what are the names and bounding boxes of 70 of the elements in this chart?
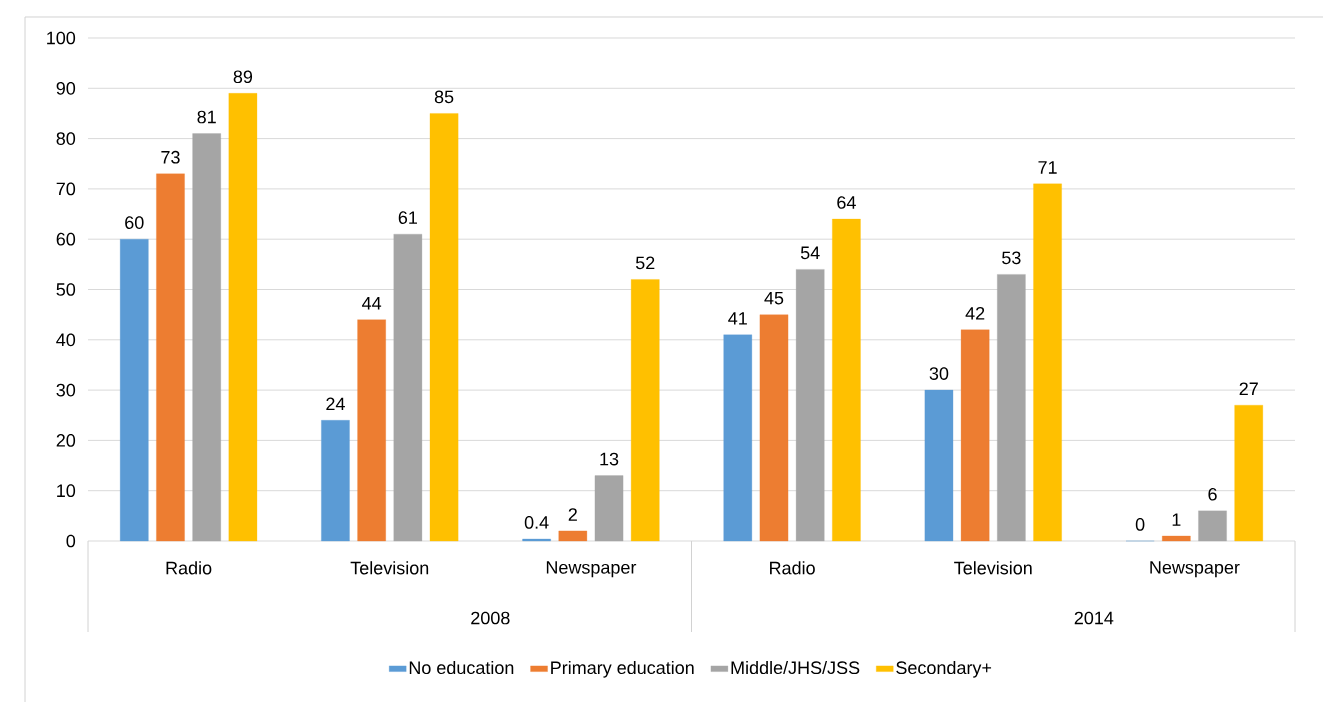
y-tick-label: 20 xyxy=(56,434,76,447)
data-label: 24 xyxy=(326,397,345,411)
text: 2014 xyxy=(1074,611,1114,625)
data-label: 6 xyxy=(1208,487,1217,501)
data-label: 54 xyxy=(800,246,820,260)
bar xyxy=(120,239,149,542)
bar xyxy=(997,274,1026,542)
y-tick-label: 50 xyxy=(56,283,76,296)
y-tick-label: 100 xyxy=(47,31,76,45)
data-label: 2 xyxy=(568,508,577,521)
bar xyxy=(321,420,350,542)
bar xyxy=(228,93,258,542)
data-label: 0 xyxy=(1135,518,1145,531)
data-label: 0.4 xyxy=(524,516,549,529)
bar xyxy=(192,133,221,542)
data-label: 85 xyxy=(434,90,454,104)
bar xyxy=(156,173,185,542)
legend-label: Primary education xyxy=(551,660,694,678)
x-tick-label: Radio xyxy=(166,561,212,575)
data-label: 52 xyxy=(635,256,655,270)
data-label: 81 xyxy=(197,110,216,124)
legend-label: Middle/JHS/JSS xyxy=(731,660,860,675)
data-label: 73 xyxy=(161,150,180,164)
data-label: 53 xyxy=(1002,251,1021,265)
legend-label: No education xyxy=(409,660,514,675)
data-label: 64 xyxy=(837,196,856,209)
data-label: 45 xyxy=(764,291,784,305)
x-tick-label: Television xyxy=(954,561,1032,575)
bar xyxy=(1033,183,1062,542)
bar xyxy=(723,334,753,542)
bar xyxy=(1234,405,1263,542)
bar xyxy=(393,234,423,542)
bar xyxy=(357,319,386,542)
y-tick-label: 10 xyxy=(57,484,76,498)
bar xyxy=(960,329,990,542)
bar xyxy=(522,538,551,542)
y-tick-label: 80 xyxy=(56,132,76,145)
y-tick-label: 60 xyxy=(56,232,76,246)
data-label: 27 xyxy=(1239,382,1258,395)
bar xyxy=(924,389,954,542)
bar xyxy=(1198,510,1227,542)
y-tick-label: 90 xyxy=(56,81,76,95)
y-tick-label: 30 xyxy=(56,383,76,397)
data-label: 44 xyxy=(362,297,382,310)
y-tick-label: 40 xyxy=(56,333,76,347)
bar xyxy=(795,269,825,542)
x-tick-label: Radio xyxy=(770,561,815,575)
data-label: 71 xyxy=(1038,161,1057,174)
data-label: 13 xyxy=(600,452,619,466)
y-tick-label: 0 xyxy=(66,534,76,548)
data-label: 60 xyxy=(125,216,144,229)
bar xyxy=(759,314,789,542)
bar xyxy=(1162,535,1191,542)
x-tick-label: Newspaper xyxy=(546,561,637,578)
x-tick-label: Television xyxy=(350,561,429,575)
data-label: 61 xyxy=(398,211,417,224)
bar xyxy=(429,113,459,542)
bar xyxy=(832,218,861,542)
data-label: 89 xyxy=(233,70,253,84)
data-label: 41 xyxy=(728,312,747,325)
y-tick-label: 70 xyxy=(56,182,76,196)
x-tick-label: Newspaper xyxy=(1150,561,1240,578)
bar xyxy=(594,475,624,542)
bar xyxy=(558,530,588,542)
data-label: 1 xyxy=(1172,513,1181,526)
data-label: 30 xyxy=(929,367,949,380)
legend-label: Secondary+ xyxy=(896,660,992,678)
data-label: 42 xyxy=(965,306,985,320)
bar xyxy=(631,279,660,542)
text: 2008 xyxy=(471,611,510,625)
